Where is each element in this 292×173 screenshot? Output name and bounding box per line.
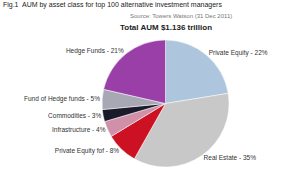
- svg-text:Fund of Hedge funds - 5%: Fund of Hedge funds - 5%: [24, 95, 100, 103]
- svg-text:Private Equity - 22%: Private Equity - 22%: [209, 49, 268, 57]
- svg-text:Infrastructure - 4%: Infrastructure - 4%: [52, 126, 106, 133]
- svg-text:Source: Towers Watson (31 Dec: Source: Towers Watson (31 Dec 2011): [130, 13, 232, 19]
- svg-text:Commodities - 3%: Commodities - 3%: [48, 112, 101, 119]
- svg-text:Fig.1 AUM by asset class for: Fig.1 AUM by asset class for top 100 alt…: [3, 1, 223, 9]
- svg-text:Total AUM $1.136 trillion: Total AUM $1.136 trillion: [120, 23, 212, 32]
- svg-text:Hedge Funds - 21%: Hedge Funds - 21%: [66, 47, 124, 55]
- svg-text:Private Equity fof - 8%: Private Equity fof - 8%: [55, 147, 120, 155]
- svg-text:Real Estate - 35%: Real Estate - 35%: [204, 154, 257, 161]
